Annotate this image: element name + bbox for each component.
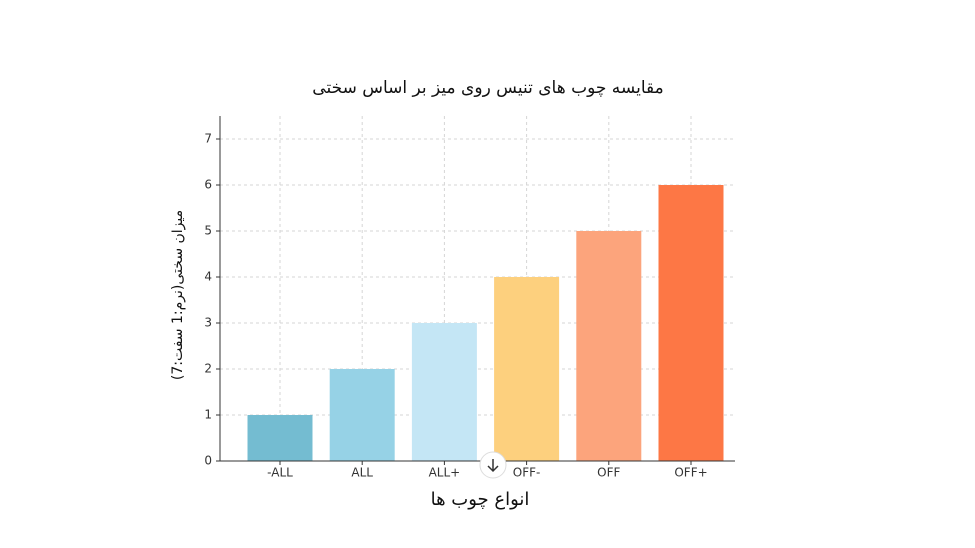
y-axis-label: میزان سختی(نرم:1 سفت:7) [170, 210, 186, 380]
bar [494, 277, 560, 461]
plot-area: 0 1 2 3 4 5 6 7 -ALL ALL ALL+ OFF- OFF OFF+ [204, 116, 735, 480]
scroll-arrow [487, 459, 499, 473]
x-tick-label: ALL+ [429, 466, 461, 480]
x-tick-label: ALL [351, 466, 373, 480]
y-tick-label: 7 [204, 132, 212, 146]
x-tick-label: OFF [597, 466, 620, 480]
bar [411, 323, 477, 461]
y-tick-label: 5 [204, 224, 212, 238]
x-tick-label: OFF+ [674, 466, 707, 480]
x-tick-label: OFF- [513, 466, 541, 480]
y-tick-label: 0 [204, 454, 212, 468]
bar [658, 185, 724, 461]
x-tick-label: -ALL [267, 466, 293, 480]
bar [576, 231, 642, 461]
y-tick-label: 4 [204, 270, 212, 284]
y-tick-label: 3 [204, 316, 212, 330]
x-axis-label: انواع چوب ها [431, 489, 530, 510]
y-tick-label: 1 [204, 408, 212, 422]
y-tick-label: 6 [204, 178, 212, 192]
chart-title: مقایسه چوب های تنیس روی میز بر اساس سختی [312, 78, 663, 98]
bar [329, 369, 395, 461]
scroll-button[interactable] [479, 451, 507, 479]
y-tick-label: 2 [204, 362, 212, 376]
bar [247, 415, 313, 461]
